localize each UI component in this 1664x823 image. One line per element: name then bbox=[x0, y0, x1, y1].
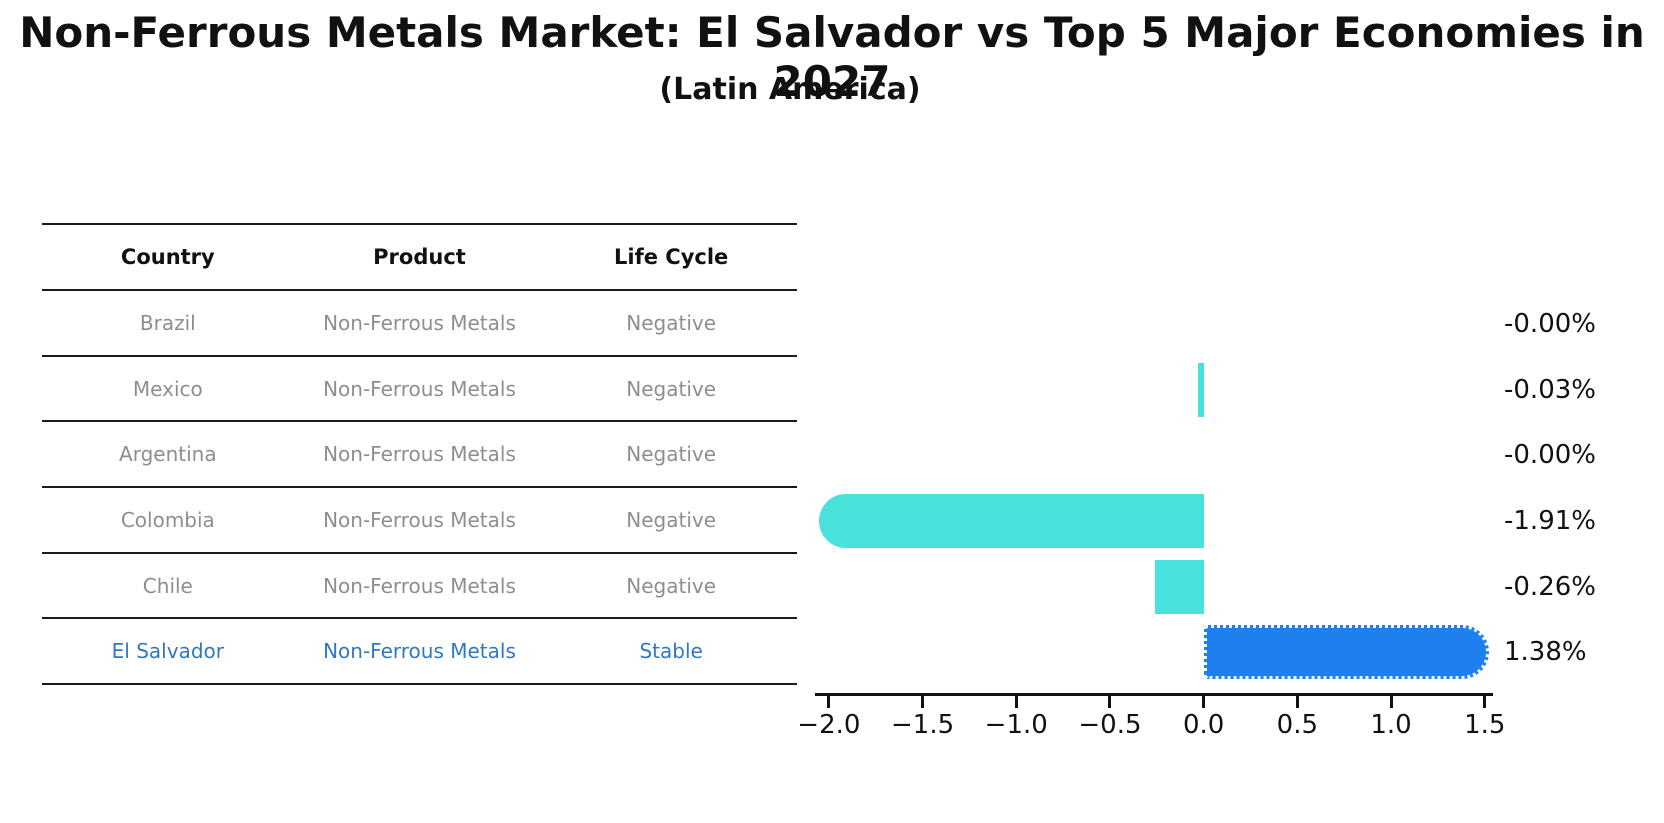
lifecycle-cell: Stable bbox=[639, 639, 703, 664]
country-cell: Brazil bbox=[139, 310, 196, 335]
table-row: Argentina Non-Ferrous Metals Negative bbox=[42, 422, 797, 489]
value-label: -0.03% bbox=[1504, 374, 1596, 405]
product-cell: Non-Ferrous Metals bbox=[323, 376, 516, 401]
bar-mexico bbox=[1198, 362, 1204, 417]
column-header-lifecycle: Life Cycle bbox=[614, 245, 729, 269]
table-row: Colombia Non-Ferrous Metals Negative bbox=[42, 488, 797, 554]
product-cell: Non-Ferrous Metals bbox=[323, 442, 516, 467]
country-cell: Mexico bbox=[132, 376, 203, 401]
value-label: -0.26% bbox=[1504, 571, 1596, 602]
chart-title: Non-Ferrous Metals Market: El Salvador v… bbox=[19, 8, 1645, 106]
table-row: Mexico Non-Ferrous Metals Negative bbox=[42, 357, 797, 423]
x-axis-line bbox=[815, 693, 1493, 696]
x-tick bbox=[1202, 696, 1206, 708]
lifecycle-cell: Negative bbox=[626, 376, 717, 401]
product-cell: Non-Ferrous Metals bbox=[323, 507, 516, 532]
country-cell: Colombia bbox=[120, 507, 215, 532]
value-label: -1.91% bbox=[1504, 505, 1596, 536]
country-cell: El Salvador bbox=[111, 639, 224, 664]
x-tick-label: 1.0 bbox=[1370, 710, 1412, 740]
product-cell: Non-Ferrous Metals bbox=[323, 310, 516, 335]
x-tick-label: 1.5 bbox=[1464, 710, 1506, 740]
x-tick bbox=[1295, 696, 1299, 708]
lifecycle-cell: Negative bbox=[626, 507, 717, 532]
value-label: 1.38% bbox=[1504, 637, 1587, 668]
x-tick-label: 0.5 bbox=[1276, 710, 1319, 740]
table-header-row: Country Product Life Cycle bbox=[42, 225, 797, 291]
bar-colombia bbox=[818, 493, 1204, 548]
table-row: Brazil Non-Ferrous Metals Negative bbox=[42, 291, 797, 357]
x-tick bbox=[921, 696, 925, 708]
x-tick bbox=[1108, 696, 1112, 708]
value-label: -0.00% bbox=[1504, 440, 1596, 471]
table-row: Chile Non-Ferrous Metals Negative bbox=[42, 554, 797, 620]
country-cell: Chile bbox=[142, 573, 193, 598]
chart-subtitle: (Latin America) bbox=[659, 72, 921, 107]
lifecycle-cell: Negative bbox=[626, 442, 717, 467]
lifecycle-cell: Negative bbox=[626, 573, 717, 598]
value-label: -0.00% bbox=[1504, 308, 1596, 339]
x-tick-label: −1.5 bbox=[890, 710, 955, 740]
x-tick-label: −0.5 bbox=[1078, 710, 1142, 740]
column-header-country: Country bbox=[120, 245, 215, 269]
product-cell: Non-Ferrous Metals bbox=[323, 573, 516, 598]
country-cell: Argentina bbox=[119, 442, 217, 467]
x-tick-label: 0.0 bbox=[1182, 710, 1225, 740]
product-cell: Non-Ferrous Metals bbox=[323, 639, 516, 664]
x-tick-label: −2.0 bbox=[797, 710, 861, 740]
country-table: Country Product Life Cycle Brazil Non-Fer… bbox=[42, 223, 797, 686]
lifecycle-cell: Negative bbox=[626, 310, 717, 335]
bar-chile bbox=[1154, 559, 1204, 614]
x-tick bbox=[827, 696, 831, 708]
column-header-product: Product bbox=[373, 245, 466, 269]
bar-el-salvador bbox=[1203, 625, 1490, 680]
x-tick-label: −1.0 bbox=[984, 710, 1048, 740]
x-tick bbox=[1389, 696, 1393, 708]
x-tick bbox=[1483, 696, 1487, 708]
table-row: El Salvador Non-Ferrous Metals Stable bbox=[42, 619, 797, 686]
x-tick bbox=[1014, 696, 1018, 708]
